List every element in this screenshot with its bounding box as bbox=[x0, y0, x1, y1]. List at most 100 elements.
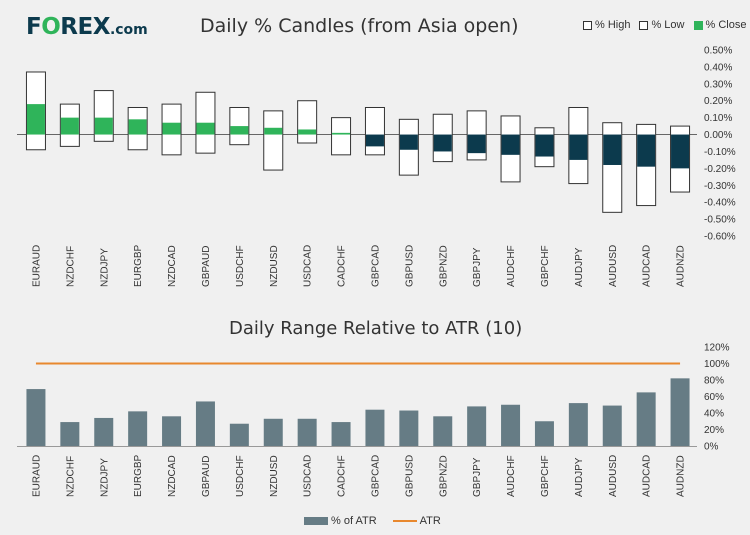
atr-bar-usdchf bbox=[229, 423, 249, 446]
logo-prefix: F bbox=[26, 14, 42, 40]
candle-close-audjpy bbox=[569, 134, 588, 160]
atr-bar-audjpy bbox=[568, 403, 588, 446]
atr-x-tick-label: NZDJPY bbox=[99, 458, 110, 497]
candles-x-tick-label: AUDCHF bbox=[506, 245, 517, 287]
candles-x-tick-label: GBPAUD bbox=[201, 246, 212, 288]
candle-close-nzdchf bbox=[60, 117, 79, 135]
atr-x-tick-label: GBPUSD bbox=[404, 455, 415, 497]
atr-bar-gbpnzd bbox=[433, 416, 453, 446]
candles-x-tick-label: GBPNZD bbox=[438, 245, 449, 287]
candles-y-tick-label: 0.30% bbox=[704, 79, 732, 90]
atr-bar-gbpchf bbox=[534, 421, 554, 446]
candles-x-tick-label: AUDNZD bbox=[676, 245, 687, 287]
logo-suffix: REX bbox=[60, 14, 110, 40]
atr-x-tick-label: EURAUD bbox=[31, 455, 42, 497]
legend-close-label: % Close bbox=[705, 19, 747, 31]
atr-bar-eurgbp bbox=[128, 411, 148, 446]
atr-x-tick-label: GBPNZD bbox=[438, 455, 449, 497]
atr-bar-gbpaud bbox=[195, 401, 215, 446]
candles-x-tick-label: NZDCAD bbox=[167, 245, 178, 287]
atr-x-tick-label: AUDCAD bbox=[642, 455, 653, 497]
candles-y-tick-label: 0.00% bbox=[704, 130, 732, 141]
atr-bar-audchf bbox=[501, 404, 521, 446]
atr-bar-audcad bbox=[636, 392, 656, 446]
atr-y-tick-label: 80% bbox=[704, 376, 724, 387]
atr-y-tick-label: 120% bbox=[704, 343, 730, 354]
candle-close-usdchf bbox=[230, 126, 249, 135]
legend-pct-atr-label: % of ATR bbox=[331, 515, 377, 527]
candle-range-gbpcad bbox=[364, 106, 385, 156]
atr-legend: % of ATR ATR bbox=[304, 515, 441, 527]
atr-bar-nzdchf bbox=[60, 422, 80, 446]
candles-y-tick-label: -0.30% bbox=[704, 181, 736, 192]
legend-low-swatch bbox=[639, 20, 649, 30]
candle-close-nzdcad bbox=[162, 122, 181, 135]
candles-x-tick-label: GBPJPY bbox=[472, 247, 483, 287]
atr-x-tick-label: NZDCAD bbox=[167, 455, 178, 497]
atr-y-tick-label: 20% bbox=[704, 425, 724, 436]
candles-y-tick-label: -0.50% bbox=[704, 215, 736, 226]
logo-domain: .com bbox=[109, 22, 148, 38]
atr-x-tick-label: EURGBP bbox=[133, 454, 144, 497]
atr-x-tick-label: GBPAUD bbox=[201, 456, 212, 498]
candles-x-tick-label: EURGBP bbox=[133, 244, 144, 287]
candle-close-gbpusd bbox=[399, 134, 418, 150]
candles-x-tick-label: GBPUSD bbox=[404, 245, 415, 287]
atr-bar-cadchf bbox=[331, 422, 351, 446]
legend-low-label: % Low bbox=[651, 19, 685, 31]
atr-bar-audusd bbox=[602, 405, 622, 446]
candles-y-tick-label: 0.10% bbox=[704, 113, 732, 124]
candle-close-gbpjpy bbox=[467, 134, 486, 154]
atr-bar-gbpcad bbox=[365, 409, 385, 446]
candle-close-cadchf bbox=[332, 132, 351, 135]
candle-close-nzdjpy bbox=[94, 117, 113, 135]
candles-x-tick-label: CADCHF bbox=[337, 245, 348, 287]
atr-x-tick-label: GBPCHF bbox=[540, 455, 551, 497]
candle-close-audusd bbox=[603, 134, 622, 165]
candle-close-gbpchf bbox=[535, 134, 554, 157]
candles-x-tick-label: NZDJPY bbox=[99, 248, 110, 287]
candle-close-audchf bbox=[501, 134, 520, 155]
candles-x-tick-label: AUDCAD bbox=[642, 245, 653, 287]
atr-x-tick-label: USDCHF bbox=[235, 455, 246, 497]
candles-x-tick-label: GBPCHF bbox=[540, 245, 551, 287]
atr-x-tick-label: GBPJPY bbox=[472, 457, 483, 497]
candle-range-usdcad bbox=[297, 100, 318, 144]
atr-bar-nzdusd bbox=[263, 418, 283, 446]
candles-y-tick-label: 0.50% bbox=[704, 46, 732, 57]
legend-pct-atr-swatch bbox=[304, 517, 328, 525]
candles-x-tick-label: GBPCAD bbox=[370, 245, 381, 287]
legend-atr-swatch bbox=[392, 520, 417, 522]
atr-x-tick-label: NZDUSD bbox=[269, 455, 280, 497]
atr-bar-euraud bbox=[26, 389, 46, 446]
atr-y-tick-label: 40% bbox=[704, 409, 724, 420]
atr-chart-title: Daily Range Relative to ATR (10) bbox=[229, 318, 523, 339]
atr-y-tick-label: 60% bbox=[704, 392, 724, 403]
atr-bar-nzdjpy bbox=[94, 417, 114, 446]
atr-bar-gbpusd bbox=[399, 410, 419, 446]
candles-x-tick-label: USDCAD bbox=[303, 245, 314, 287]
candle-close-gbpcad bbox=[365, 134, 384, 147]
atr-bar-nzdcad bbox=[162, 416, 182, 446]
forex-logo: FOREX.com bbox=[26, 14, 148, 40]
legend-high-label: % High bbox=[595, 19, 631, 31]
candle-close-eurgbp bbox=[128, 119, 147, 135]
candle-close-audcad bbox=[637, 134, 656, 167]
candles-y-tick-label: -0.60% bbox=[704, 232, 736, 243]
atr-x-tick-label: AUDJPY bbox=[574, 457, 585, 497]
candle-close-usdcad bbox=[298, 129, 317, 135]
candles-y-tick-label: 0.20% bbox=[704, 96, 732, 107]
candles-x-tick-label: USDCHF bbox=[235, 245, 246, 287]
candle-close-gbpaud bbox=[196, 122, 215, 135]
atr-bar-gbpjpy bbox=[467, 406, 487, 446]
atr-x-tick-label: AUDCHF bbox=[506, 455, 517, 497]
atr-x-tick-label: NZDCHF bbox=[65, 456, 76, 497]
atr-x-tick-label: CADCHF bbox=[337, 455, 348, 497]
candle-range-nzdusd bbox=[263, 110, 284, 171]
legend-atr-label: ATR bbox=[419, 515, 441, 527]
candles-y-tick-label: -0.40% bbox=[704, 198, 736, 209]
candle-close-euraud bbox=[26, 104, 45, 135]
candle-close-audnzd bbox=[671, 134, 690, 169]
candle-close-gbpnzd bbox=[433, 134, 452, 152]
